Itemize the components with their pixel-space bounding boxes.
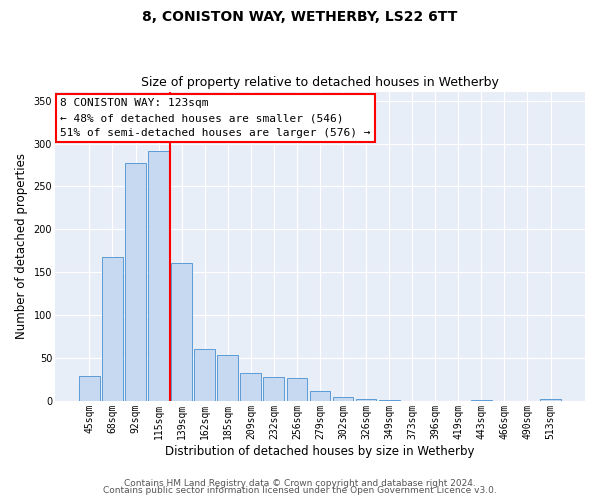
Bar — [471, 400, 492, 401]
X-axis label: Distribution of detached houses by size in Wetherby: Distribution of detached houses by size … — [165, 444, 475, 458]
Y-axis label: Number of detached properties: Number of detached properties — [15, 154, 28, 340]
Bar — [217, 354, 238, 401]
Bar — [171, 263, 192, 401]
Bar — [125, 164, 146, 401]
Bar — [263, 377, 284, 401]
Bar — [379, 400, 400, 401]
Bar — [310, 392, 331, 401]
Text: 8, CONISTON WAY, WETHERBY, LS22 6TT: 8, CONISTON WAY, WETHERBY, LS22 6TT — [142, 10, 458, 24]
Bar — [102, 257, 123, 401]
Bar — [540, 399, 561, 401]
Text: Contains HM Land Registry data © Crown copyright and database right 2024.: Contains HM Land Registry data © Crown c… — [124, 478, 476, 488]
Bar — [194, 350, 215, 401]
Title: Size of property relative to detached houses in Wetherby: Size of property relative to detached ho… — [141, 76, 499, 90]
Bar — [332, 396, 353, 401]
Text: 8 CONISTON WAY: 123sqm
← 48% of detached houses are smaller (546)
51% of semi-de: 8 CONISTON WAY: 123sqm ← 48% of detached… — [60, 98, 371, 138]
Bar — [287, 378, 307, 401]
Bar — [356, 399, 376, 401]
Text: Contains public sector information licensed under the Open Government Licence v3: Contains public sector information licen… — [103, 486, 497, 495]
Bar — [148, 152, 169, 401]
Bar — [241, 372, 261, 401]
Bar — [79, 376, 100, 401]
